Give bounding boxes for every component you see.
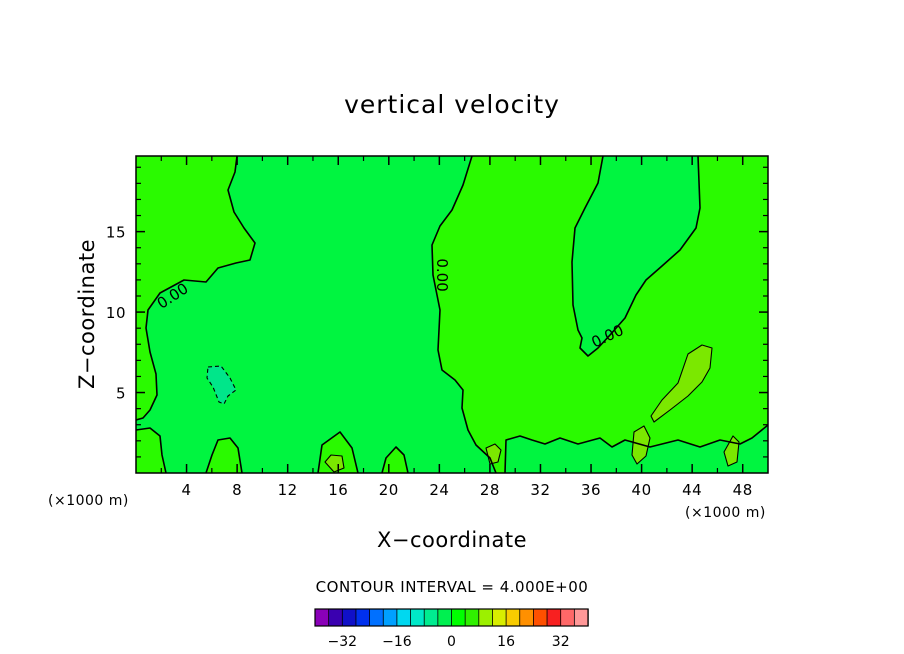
contour-negative — [206, 365, 237, 405]
x-tick-label: 8 — [232, 481, 242, 499]
region-negative-small — [207, 366, 236, 404]
colorbar-swatch — [437, 608, 453, 627]
x-tick-label: 4 — [182, 481, 192, 499]
region-positive-plume — [651, 345, 712, 422]
colorbar-swatch — [451, 608, 466, 627]
x-unit-right: (×1000 m) — [685, 505, 766, 521]
colorbar-swatch — [533, 608, 548, 627]
x-unit-left: (×1000 m) — [48, 493, 129, 509]
plot-frame — [135, 155, 769, 474]
contour-positive — [324, 344, 740, 473]
contour-zero-right — [571, 156, 701, 357]
contour-zero-bottom — [136, 424, 768, 473]
colorbar-swatch — [328, 608, 343, 627]
x-tick-label: 12 — [278, 481, 298, 499]
colorbar-swatch — [573, 608, 589, 627]
y-tick-label: 10 — [106, 304, 126, 322]
colorbar-swatch — [382, 608, 398, 627]
colorbar-swatch — [423, 608, 439, 627]
colorbar-swatch — [396, 608, 412, 627]
colorbar-tick-labels: −32 −16 0 16 32 — [328, 634, 570, 650]
y-axis-label: Z−coordinate — [75, 239, 99, 389]
colorbar-swatch — [505, 608, 521, 627]
x-tick-label: 20 — [379, 481, 399, 499]
x-tick-label: 36 — [581, 481, 601, 499]
colorbar-swatch — [369, 608, 384, 627]
y-tick-label: 15 — [106, 224, 126, 242]
colorbar-tick-label: −16 — [382, 634, 412, 650]
contour-label: 0.00 — [433, 258, 451, 291]
x-tick-label: 24 — [429, 481, 449, 499]
colorbar-swatch — [410, 608, 425, 627]
axis-ticks — [136, 156, 768, 473]
colorbar-swatch — [341, 608, 357, 627]
colorbar-swatch — [355, 608, 371, 627]
x-tick-label: 44 — [682, 481, 702, 499]
colorbar-swatch — [492, 608, 507, 627]
contour-zero-left — [136, 156, 256, 421]
colorbar-tick-label: 32 — [552, 634, 570, 650]
colorbar-swatch — [314, 608, 330, 627]
colorbar — [314, 608, 589, 627]
colorbar-tick-label: 16 — [497, 634, 515, 650]
colorbar-swatch — [464, 608, 480, 627]
x-axis-label: X−coordinate — [377, 528, 527, 552]
colorbar-tick-label: −32 — [328, 634, 358, 650]
contour-zero-center — [431, 156, 497, 473]
colorbar-swatch — [560, 608, 576, 627]
colorbar-swatch — [546, 608, 562, 627]
plot-area — [136, 156, 768, 473]
contour-lines — [136, 156, 768, 473]
contour-interval-label: CONTOUR INTERVAL = 4.000E+00 — [316, 578, 589, 596]
region-near-zero-right — [572, 156, 700, 356]
x-tick-label: 48 — [733, 481, 753, 499]
y-tick-labels: 5 10 15 — [106, 224, 126, 403]
colorbar-tick-label: 0 — [447, 634, 456, 650]
y-tick-label: 5 — [116, 385, 126, 403]
x-tick-label: 28 — [480, 481, 500, 499]
colorbar-frame — [314, 608, 589, 627]
x-tick-label: 40 — [632, 481, 652, 499]
x-tick-labels: 4 8 12 16 20 24 28 32 36 40 44 48 — [182, 481, 753, 499]
colorbar-swatch — [478, 608, 494, 627]
colorbar-swatch — [519, 608, 535, 627]
region-positive-blob — [325, 455, 344, 472]
x-tick-label: 16 — [328, 481, 348, 499]
chart-title: vertical velocity — [344, 90, 560, 119]
x-tick-label: 32 — [530, 481, 550, 499]
